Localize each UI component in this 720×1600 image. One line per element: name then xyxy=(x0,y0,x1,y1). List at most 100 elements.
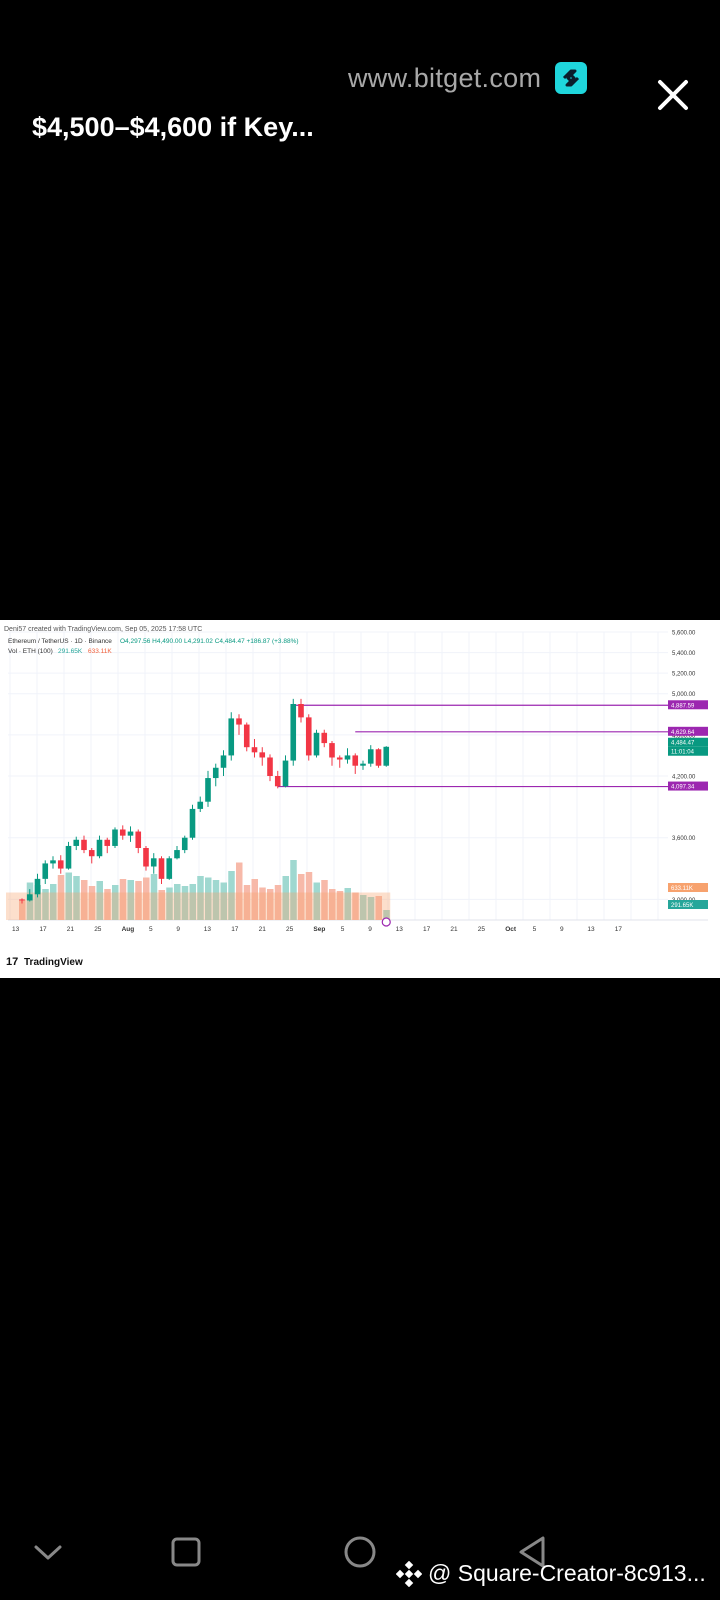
candle-body xyxy=(96,839,103,857)
x-tick-label: 9 xyxy=(176,926,180,933)
candle-body xyxy=(251,747,258,753)
candle-body xyxy=(290,704,297,761)
candle-body xyxy=(205,778,211,802)
x-tick-label: 17 xyxy=(423,926,431,933)
volume-bar xyxy=(298,874,305,920)
volume-bar xyxy=(135,881,142,920)
volume-bar xyxy=(34,885,41,920)
price-tag xyxy=(668,900,708,909)
candle-body xyxy=(150,858,157,867)
candle-body xyxy=(26,894,33,901)
volume-bar xyxy=(19,900,26,920)
price-tag-label: 11:01:04 xyxy=(671,750,695,756)
candle-body xyxy=(73,839,80,846)
recents-square-icon[interactable] xyxy=(168,1534,204,1570)
volume-bar xyxy=(166,887,173,920)
candle-body xyxy=(313,732,320,756)
y-tick-label: 4,600.00 xyxy=(672,733,696,739)
x-tick-label: 17 xyxy=(615,926,623,933)
candle-body xyxy=(243,724,250,748)
back-triangle-icon[interactable] xyxy=(515,1534,551,1570)
candle-body xyxy=(220,755,227,768)
price-tag xyxy=(668,781,708,791)
candle-body xyxy=(65,845,72,869)
volume-bar xyxy=(352,892,359,920)
volume-bar xyxy=(42,889,49,920)
candle-body xyxy=(344,755,351,760)
candle-body xyxy=(57,860,64,869)
android-nav-bar xyxy=(0,1510,720,1590)
candle-body xyxy=(383,746,390,766)
volume-bar xyxy=(127,880,134,920)
url-text: www.bitget.com xyxy=(348,62,542,93)
price-tag-label: 4,484.47 xyxy=(671,741,695,747)
x-tick-label: 9 xyxy=(368,926,372,933)
y-tick-label: 3,600.00 xyxy=(672,836,696,842)
volume-bar xyxy=(220,882,227,920)
price-tag xyxy=(668,700,708,710)
volume-bar xyxy=(189,884,196,920)
x-tick-label: 25 xyxy=(478,926,486,933)
volume-value-2: 633.11K xyxy=(88,648,112,655)
candle-body xyxy=(174,850,180,859)
volume-bar xyxy=(251,879,258,920)
url-bar[interactable]: www.bitget.com xyxy=(348,62,588,94)
ohlc-line: O4,297.56 H4,490.00 L4,291.02 C4,484.47 … xyxy=(120,638,299,645)
candle-body xyxy=(112,829,118,846)
volume-bar xyxy=(205,877,212,920)
candle-body xyxy=(88,850,95,857)
candle-body xyxy=(360,763,366,766)
volume-ma-area xyxy=(6,892,391,920)
x-tick-label: 21 xyxy=(450,926,458,933)
volume-bar xyxy=(383,910,390,920)
chart-image[interactable]: 5,600.00 5,400.00 5,200.00 5,000.00 4,600.00… xyxy=(0,620,720,978)
home-circle-icon[interactable] xyxy=(342,1534,378,1570)
candle-body xyxy=(367,749,374,764)
candle-body xyxy=(267,757,273,776)
y-tick-label: 5,600.00 xyxy=(672,631,696,637)
x-tick-label: 13 xyxy=(587,926,595,933)
candle-body xyxy=(274,776,281,787)
y-tick-label: 5,000.00 xyxy=(672,692,696,698)
price-tag xyxy=(668,883,708,892)
volume-bar xyxy=(313,882,320,920)
volume-bar xyxy=(88,886,96,920)
y-tick-label: 5,200.00 xyxy=(672,672,696,678)
x-tick-label: 13 xyxy=(12,926,20,933)
price-tag xyxy=(668,746,708,756)
volume-bar xyxy=(57,875,65,920)
svg-text:17: 17 xyxy=(6,956,18,968)
candle-body xyxy=(352,755,359,766)
candle-body xyxy=(189,808,196,838)
x-tick-label: 21 xyxy=(259,926,267,933)
candle-body xyxy=(259,752,266,758)
candle-body xyxy=(19,899,25,901)
volume-bar xyxy=(305,872,313,920)
price-tag-label: 633.11K xyxy=(671,886,693,892)
volume-bar xyxy=(81,880,88,920)
y-tick-label: 5,400.00 xyxy=(672,651,696,657)
volume-bar xyxy=(96,881,103,920)
volume-bar xyxy=(158,890,165,920)
volume-bar xyxy=(174,884,181,920)
x-tick-label: Aug xyxy=(122,926,135,933)
x-tick-label: 5 xyxy=(533,926,537,933)
chevron-down-icon[interactable] xyxy=(30,1534,66,1570)
creator-watermark: @ Square-Creator-8c913... xyxy=(396,1560,706,1587)
volume-bar xyxy=(290,860,297,920)
volume-bar xyxy=(282,876,289,920)
x-tick-label: 5 xyxy=(341,926,345,933)
candle-body xyxy=(181,837,188,851)
volume-bar xyxy=(336,891,344,920)
volume-bar xyxy=(228,871,235,920)
volume-bar xyxy=(375,896,382,920)
volume-bar xyxy=(236,862,243,920)
binance-logo-icon xyxy=(396,1560,422,1587)
volume-bar xyxy=(367,897,375,920)
volume-bar xyxy=(65,872,72,920)
volume-bar xyxy=(119,879,127,920)
volume-bar xyxy=(344,888,351,920)
x-tick-label: 9 xyxy=(560,926,564,933)
y-tick-label: 4,200.00 xyxy=(672,775,696,781)
close-icon[interactable] xyxy=(656,78,690,112)
